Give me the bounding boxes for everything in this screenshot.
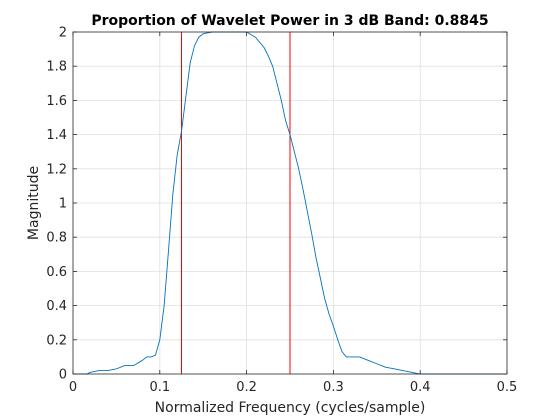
y-tick-label: 1.4 — [46, 128, 67, 143]
y-tick-label: 0.4 — [46, 299, 67, 314]
y-axis-title: Magnitude — [26, 166, 42, 240]
y-tick-label: 0 — [59, 368, 67, 383]
y-tick-label: 2 — [59, 26, 67, 41]
x-tick-label: 0.3 — [323, 380, 344, 395]
y-tick-label: 1.6 — [46, 94, 67, 109]
chart-title: Proportion of Wavelet Power in 3 dB Band… — [91, 13, 488, 29]
y-tick-label: 0.2 — [46, 333, 67, 348]
band-markers — [181, 32, 291, 374]
x-tick-labels: 0 0.1 0.2 0.3 0.4 0.5 — [69, 380, 517, 395]
x-tick-label: 0.2 — [236, 380, 257, 395]
ticks — [72, 31, 508, 375]
magnitude-series-line — [73, 31, 507, 375]
y-tick-labels: 0 0.2 0.4 0.6 0.8 1 1.2 1.4 1.6 1.8 2 — [46, 26, 67, 383]
x-tick-label: 0.4 — [410, 380, 431, 395]
y-tick-label: 0.6 — [46, 265, 67, 280]
x-tick-label: 0.1 — [149, 380, 170, 395]
x-tick-label: 0.5 — [497, 380, 518, 395]
y-tick-label: 1 — [59, 197, 67, 212]
y-tick-label: 0.8 — [46, 231, 67, 246]
y-tick-label: 1.2 — [46, 162, 67, 177]
y-tick-label: 1.8 — [46, 60, 67, 75]
x-tick-label: 0 — [69, 380, 77, 395]
series-layer — [73, 31, 507, 375]
x-axis-title: Normalized Frequency (cycles/sample) — [155, 400, 426, 416]
